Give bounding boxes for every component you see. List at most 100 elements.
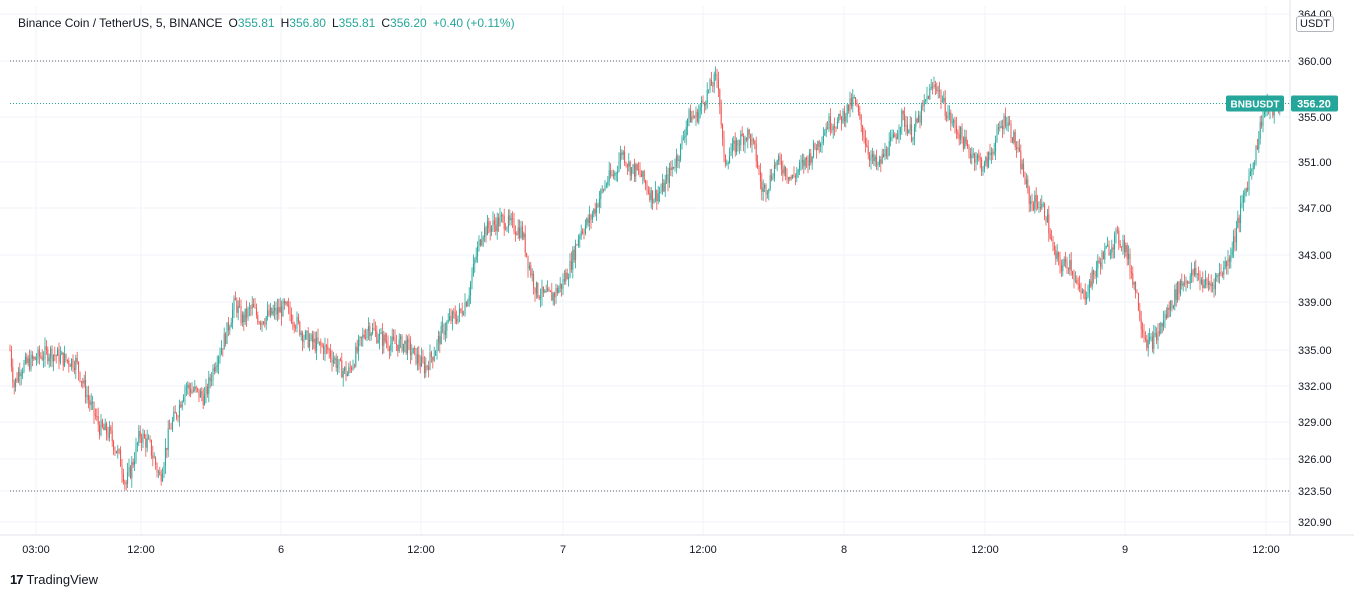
candle-body — [92, 402, 94, 403]
candle-body — [380, 332, 382, 334]
candle-body — [271, 307, 273, 315]
candle-body — [712, 85, 714, 87]
candle-body — [869, 154, 871, 161]
candle-body — [177, 417, 179, 419]
candle-body — [629, 161, 631, 176]
candle-body — [135, 444, 137, 462]
candle-body — [145, 437, 147, 448]
candle-body — [386, 341, 388, 343]
candle-body — [38, 349, 40, 357]
candle-body — [188, 384, 190, 389]
candle-body — [818, 141, 820, 147]
candle-body — [1123, 240, 1125, 253]
candle-body — [1051, 238, 1053, 240]
candle-body — [702, 100, 704, 103]
candle-body — [638, 169, 640, 171]
candle-body — [190, 388, 192, 394]
candle-body — [1133, 282, 1135, 285]
candle-body — [304, 331, 306, 339]
candle-body — [317, 337, 319, 343]
candle-body — [297, 316, 299, 322]
candle-body — [1223, 267, 1225, 275]
candle-body — [351, 367, 353, 370]
candle-body — [377, 340, 379, 343]
candle-body — [1072, 271, 1074, 275]
candle-body — [883, 154, 885, 157]
candle-body — [1256, 145, 1258, 150]
candle-body — [254, 307, 256, 309]
candle-body — [1153, 333, 1155, 349]
candle-body — [1202, 279, 1204, 288]
candle-body — [408, 339, 410, 342]
candle-body — [136, 442, 138, 445]
candle-body — [390, 343, 392, 351]
symbol-title[interactable]: Binance Coin / TetherUS, 5, BINANCE — [18, 16, 223, 30]
candle-body — [828, 116, 830, 129]
candle-body — [608, 170, 610, 182]
candle-body — [807, 159, 809, 166]
candle-body — [142, 433, 144, 443]
candle-body — [967, 143, 969, 147]
candle-body — [208, 377, 210, 394]
candle-body — [939, 90, 941, 92]
candle-body — [302, 332, 304, 343]
candle-body — [975, 159, 977, 163]
candle-body — [1174, 289, 1176, 307]
candle-body — [596, 203, 598, 214]
candle-body — [225, 333, 227, 344]
candle-body — [1102, 252, 1104, 260]
currency-button[interactable]: USDT — [1296, 16, 1334, 32]
candle-body — [759, 171, 761, 182]
candle-body — [461, 310, 463, 315]
candle-body — [1053, 246, 1055, 251]
candle-body — [470, 282, 472, 296]
candle-body — [401, 336, 403, 352]
candle-body — [1023, 163, 1025, 177]
candle-body — [957, 132, 959, 135]
candle-body — [1167, 307, 1169, 318]
tradingview-brand[interactable]: 17 TradingView — [10, 572, 98, 587]
candle-body — [1231, 249, 1233, 256]
candle-body — [1010, 123, 1012, 138]
candle-body — [779, 156, 781, 162]
candle-body — [947, 114, 949, 119]
candle-body — [148, 438, 150, 440]
candle-body — [233, 298, 235, 310]
candle-body — [566, 272, 568, 280]
candle-body — [845, 116, 847, 122]
candle-body — [520, 226, 522, 238]
candle-body — [156, 464, 158, 473]
candle-body — [1182, 283, 1184, 286]
candle-body — [850, 98, 852, 107]
candle-body — [1195, 267, 1197, 275]
candle-body — [771, 175, 773, 180]
candle-body — [422, 356, 424, 362]
candle-body — [685, 127, 687, 137]
candle-body — [904, 114, 906, 127]
candle-body — [155, 457, 157, 465]
candle-body — [275, 307, 277, 315]
candle-body — [538, 296, 540, 299]
candle-body — [743, 135, 745, 145]
candle-body — [913, 126, 915, 138]
candle-body — [55, 355, 57, 357]
candle-body — [626, 164, 628, 167]
candle-body — [514, 231, 516, 235]
candle-body — [929, 88, 931, 100]
candle-body — [356, 346, 358, 352]
candle-body — [857, 106, 859, 113]
x-tick-label: 12:00 — [689, 544, 717, 556]
candle-body — [512, 218, 514, 219]
candle-body — [978, 155, 980, 158]
candle-body — [216, 365, 218, 367]
candle-body — [782, 169, 784, 174]
candle-body — [813, 143, 815, 157]
candle-body — [192, 390, 194, 392]
candle-body — [1154, 333, 1156, 335]
candle-body — [262, 321, 264, 324]
candle-body — [589, 214, 591, 223]
candle-body — [113, 441, 115, 451]
candle-body — [1009, 122, 1011, 124]
